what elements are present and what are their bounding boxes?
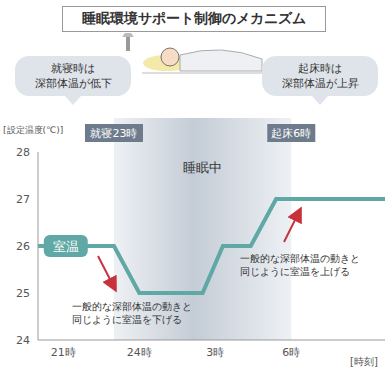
svg-text:27: 27	[16, 193, 30, 206]
html-text:起床時は: 起床時は	[298, 62, 342, 75]
html-text:一般的な深部体温の動きと: 一般的な深部体温の動きと	[240, 253, 360, 264]
svg-text:24時: 24時	[127, 346, 152, 359]
html-text:[時刻]: [時刻]	[350, 356, 378, 367]
svg-text:6時: 6時	[282, 346, 300, 359]
svg-text:21時: 21時	[51, 346, 76, 359]
html-text:同じように室温を下げる: 同じように室温を下げる	[72, 314, 182, 325]
html-text:深部体温が低下: 深部体温が低下	[34, 77, 112, 90]
svg-text:3時: 3時	[206, 346, 224, 359]
html-text:同じように室温を上げる: 同じように室温を上げる	[240, 266, 350, 277]
svg-text:睡眠中: 睡眠中	[183, 160, 222, 175]
svg-text:就寝23時: 就寝23時	[90, 127, 137, 140]
html-text:一般的な深部体温の動きと: 一般的な深部体温の動きと	[72, 301, 192, 312]
svg-text:24: 24	[16, 334, 30, 347]
svg-text:25: 25	[16, 287, 30, 300]
html-text:睡眠環境サポート制御のメカニズム: 睡眠環境サポート制御のメカニズム	[82, 10, 306, 26]
html-text:[設定温度(℃)]: [設定温度(℃)]	[3, 125, 64, 135]
svg-text:26: 26	[16, 240, 30, 253]
svg-text:起床6時: 起床6時	[271, 127, 311, 140]
html-text:就寝時は: 就寝時は	[51, 62, 95, 75]
svg-text:28: 28	[16, 146, 30, 159]
svg-text:室温: 室温	[53, 239, 79, 254]
html-text:深部体温が上昇: 深部体温が上昇	[281, 77, 359, 90]
